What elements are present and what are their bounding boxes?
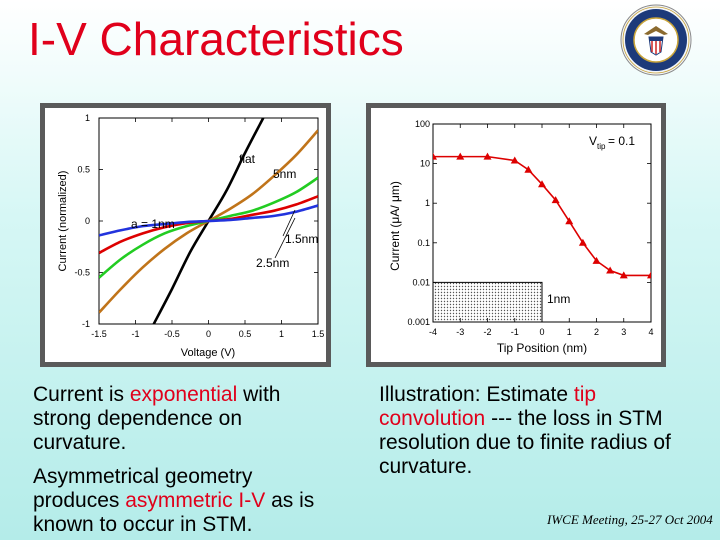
- right-text-block: Illustration: Estimate tip convolution -…: [379, 383, 689, 489]
- y-tick-label: 0.5: [77, 165, 90, 175]
- x-tick-label: -4: [429, 327, 437, 337]
- y-tick-label: 100: [415, 119, 430, 129]
- data-point-triangle: [565, 217, 574, 225]
- highlight-text: exponential: [129, 383, 238, 406]
- data-point-triangle: [606, 266, 615, 274]
- data-point-triangle: [551, 196, 560, 204]
- slide-title: I-V Characteristics: [28, 13, 404, 65]
- y-tick-label: 0: [85, 216, 90, 226]
- x-tick-label: 3: [621, 327, 626, 337]
- x-tick-label: -1: [511, 327, 519, 337]
- iv-chart-panel: -1.5 -1 -0.5 0 0.5 1 1.5 1 0.5 0 -0.5 -1 Voltage (V…: [40, 103, 331, 367]
- x-axis-label: Voltage (V): [181, 347, 235, 359]
- left-paragraph-1: Current is exponential with strong depen…: [33, 383, 338, 455]
- step-region: [433, 282, 542, 322]
- x-axis-label: Tip Position (nm): [497, 341, 587, 355]
- x-tick-label: -1: [131, 329, 139, 339]
- text-segment: Asymmetrical geometry produces: [33, 465, 253, 512]
- y-tick-label: -0.5: [74, 268, 90, 278]
- iv-chart: -1.5 -1 -0.5 0 0.5 1 1.510.50-0.5-1 Voltage (V…: [57, 113, 325, 359]
- y-axis-label: Current (μA/ μm): [388, 181, 402, 271]
- tip-chart: -4 -3 -2 -1 0 1 2 3 4 100 10 1 0.1 0.01 0.001 Tip Posi…: [388, 119, 654, 355]
- data-point-triangle: [456, 152, 465, 160]
- text-segment: as is known to occur in STM.: [33, 489, 315, 536]
- data-point-triangle: [510, 156, 519, 164]
- x-tick-label: 1.5: [312, 329, 325, 339]
- x-tick-label: 4: [648, 327, 653, 337]
- highlight-text: asymmetric I-V: [125, 489, 266, 512]
- tip-position-chart-panel: -4 -3 -2 -1 0 1 2 3 4 100 10 1 0.1 0.01 0.001 Tip Posi…: [366, 103, 666, 367]
- x-tick-label: -2: [483, 327, 491, 337]
- x-tick-label: 0: [539, 327, 544, 337]
- y-tick-label: -1: [82, 319, 90, 329]
- data-point-triangle: [483, 152, 492, 160]
- y-axis-label: Current (normalized): [57, 171, 69, 272]
- highlight-text: tip convolution: [379, 383, 597, 430]
- footer-meeting: IWCE Meeting, 25-27 Oct 2004: [547, 512, 713, 527]
- annotation-1nm: a = 1nm: [131, 217, 175, 231]
- annotation-1-5nm: 1.5nm: [285, 232, 318, 246]
- series-line: [433, 155, 651, 277]
- x-tick-label: 1: [279, 329, 284, 339]
- y-tick-label: 1: [85, 113, 90, 123]
- x-tick-label: 0.5: [239, 329, 252, 339]
- text-segment: --- the loss in STM resolution due to fi…: [379, 407, 671, 478]
- y-tick-label: 0.001: [407, 317, 430, 327]
- legend-vtip-sub: tip: [597, 142, 606, 151]
- data-point-triangle: [538, 180, 546, 188]
- y-tick-label: 1: [425, 198, 430, 208]
- y-tick-label: 10: [420, 159, 430, 169]
- left-text-block: Current is exponential with strong depen…: [33, 383, 338, 547]
- x-tick-label: -0.5: [164, 329, 180, 339]
- x-tick-label: 2: [594, 327, 599, 337]
- dod-seal-icon: [620, 4, 692, 76]
- x-tick-label: -1.5: [91, 329, 107, 339]
- text-segment: Current is: [33, 383, 130, 406]
- annotation-5nm: 5nm: [273, 167, 296, 181]
- x-tick-label: 0: [206, 329, 211, 339]
- data-point-triangle: [524, 165, 533, 173]
- annotation-flat: flat: [239, 152, 256, 166]
- text-segment: with strong dependence on curvature.: [33, 383, 281, 454]
- right-paragraph: Illustration: Estimate tip convolution -…: [379, 383, 689, 479]
- annotation-1nm: 1nm: [547, 292, 570, 306]
- data-point-triangle: [647, 271, 651, 279]
- y-tick-label: 0.01: [412, 277, 430, 287]
- x-tick-label: -3: [456, 327, 464, 337]
- annotation-leader-2-5nm: [274, 217, 296, 259]
- series-line: [99, 204, 318, 237]
- y-tick-label: 0.1: [417, 238, 430, 248]
- text-segment: Illustration: Estimate: [379, 383, 574, 406]
- data-point-triangle: [578, 238, 587, 246]
- data-point-triangle: [433, 152, 437, 160]
- x-tick-label: 1: [567, 327, 572, 337]
- data-point-triangle: [592, 256, 601, 264]
- left-paragraph-2: Asymmetrical geometry produces asymmetri…: [33, 465, 338, 537]
- legend-vtip-value: = 0.1: [608, 134, 635, 148]
- data-point-triangle: [619, 271, 628, 279]
- annotation-2-5nm: 2.5nm: [256, 256, 289, 270]
- legend-vtip-v: V: [589, 134, 597, 148]
- annotation-leader-1-5nm: [282, 209, 296, 237]
